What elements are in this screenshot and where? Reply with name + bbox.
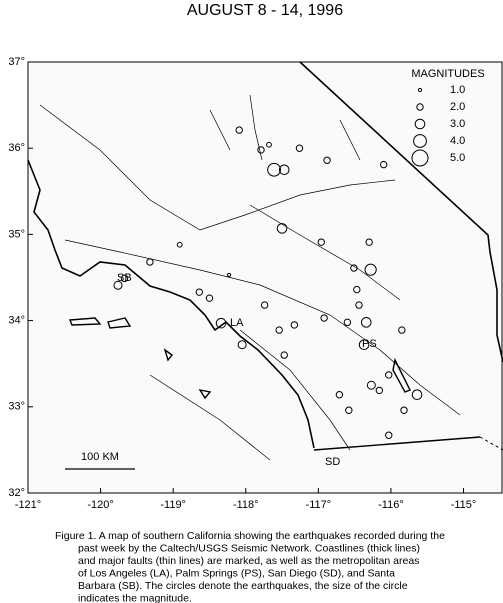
earthquake	[398, 326, 406, 334]
earthquake	[260, 301, 269, 309]
caption-line: and major faults (thin lines) are marked…	[78, 555, 419, 567]
earthquake	[317, 238, 325, 246]
map-title: AUGUST 8 - 14, 1996	[187, 2, 343, 19]
y-tick-label: 36°	[8, 142, 25, 154]
x-tick-label: -119°	[160, 499, 186, 511]
x-tick-label: -118°	[233, 499, 259, 511]
earthquake	[278, 164, 290, 176]
caption-line: past week by the Caltech/USGS Seismic Ne…	[78, 542, 420, 554]
earthquake	[113, 280, 123, 290]
earthquake	[335, 391, 344, 399]
coastlines	[27, 61, 503, 451]
earthquake	[205, 294, 214, 302]
x-tick-label: -117°	[306, 499, 332, 511]
earthquake	[345, 406, 353, 414]
y-tick-label: 32°	[8, 487, 25, 499]
earthquake	[366, 380, 376, 390]
legend-label: 5.0	[450, 152, 465, 164]
earthquake	[295, 144, 304, 152]
earthquake	[400, 406, 408, 414]
legend-circle	[411, 149, 429, 167]
earthquake	[235, 126, 243, 134]
legend-label: 4.0	[450, 135, 465, 147]
earthquake	[267, 162, 281, 177]
earthquake	[353, 285, 361, 294]
place-label: SD	[325, 456, 340, 468]
faults	[39, 94, 461, 461]
earthquake	[276, 223, 288, 234]
earthquake	[385, 371, 393, 379]
caption-line: Figure 1. A map of southern California s…	[55, 530, 445, 542]
earthquake	[176, 241, 183, 248]
earthquake	[280, 351, 288, 359]
earthquake	[320, 314, 328, 322]
earthquake	[120, 274, 129, 283]
earthquake	[343, 318, 352, 327]
earthquake	[355, 301, 363, 309]
earthquake	[215, 317, 227, 329]
earthquake	[275, 326, 283, 334]
legend-label: 3.0	[450, 118, 465, 130]
caption-line: Barbara (SB). The circles denote the ear…	[78, 580, 408, 592]
legend-circle	[414, 118, 426, 130]
earthquake	[385, 431, 393, 439]
x-tick-label: -115°	[451, 499, 477, 511]
place-label: LA	[230, 317, 244, 329]
earthquake	[375, 386, 384, 395]
earthquake	[290, 321, 299, 329]
y-tick-label: 37°	[8, 56, 25, 68]
earthquake	[350, 264, 358, 272]
place-label: SB	[117, 272, 132, 284]
earthquake	[323, 156, 331, 164]
earthquake	[411, 389, 423, 401]
legend-label: 1.0	[450, 84, 465, 96]
caption-line: of Los Angeles (LA), Palm Springs (PS), …	[78, 567, 395, 579]
legend-title: MAGNITUDES	[411, 68, 484, 80]
legend-circle	[413, 134, 427, 148]
earthquake	[360, 317, 372, 328]
earthquake	[257, 146, 265, 154]
scale-label: 100 KM	[81, 451, 119, 463]
x-tick-label: -121°	[15, 499, 41, 511]
earthquake	[195, 288, 204, 296]
y-tick-label: 35°	[8, 228, 25, 240]
earthquake	[365, 238, 373, 246]
legend-circle	[417, 87, 423, 93]
x-tick-label: -116°	[378, 499, 404, 511]
earthquake	[266, 141, 272, 148]
y-tick-label: 34°	[8, 315, 25, 327]
y-tick-label: 33°	[8, 401, 25, 413]
earthquake	[237, 340, 247, 350]
x-tick-label: -120°	[87, 499, 113, 511]
earthquake	[364, 263, 377, 276]
earthquake	[226, 272, 232, 278]
legend-circle	[416, 103, 424, 111]
earthquake	[379, 160, 388, 169]
earthquake	[358, 339, 370, 351]
place-label: PS	[362, 338, 377, 350]
caption-line: indicates the magnitude.	[78, 592, 192, 603]
earthquake	[146, 258, 154, 266]
legend-label: 2.0	[450, 101, 465, 113]
map-frame	[27, 61, 503, 494]
